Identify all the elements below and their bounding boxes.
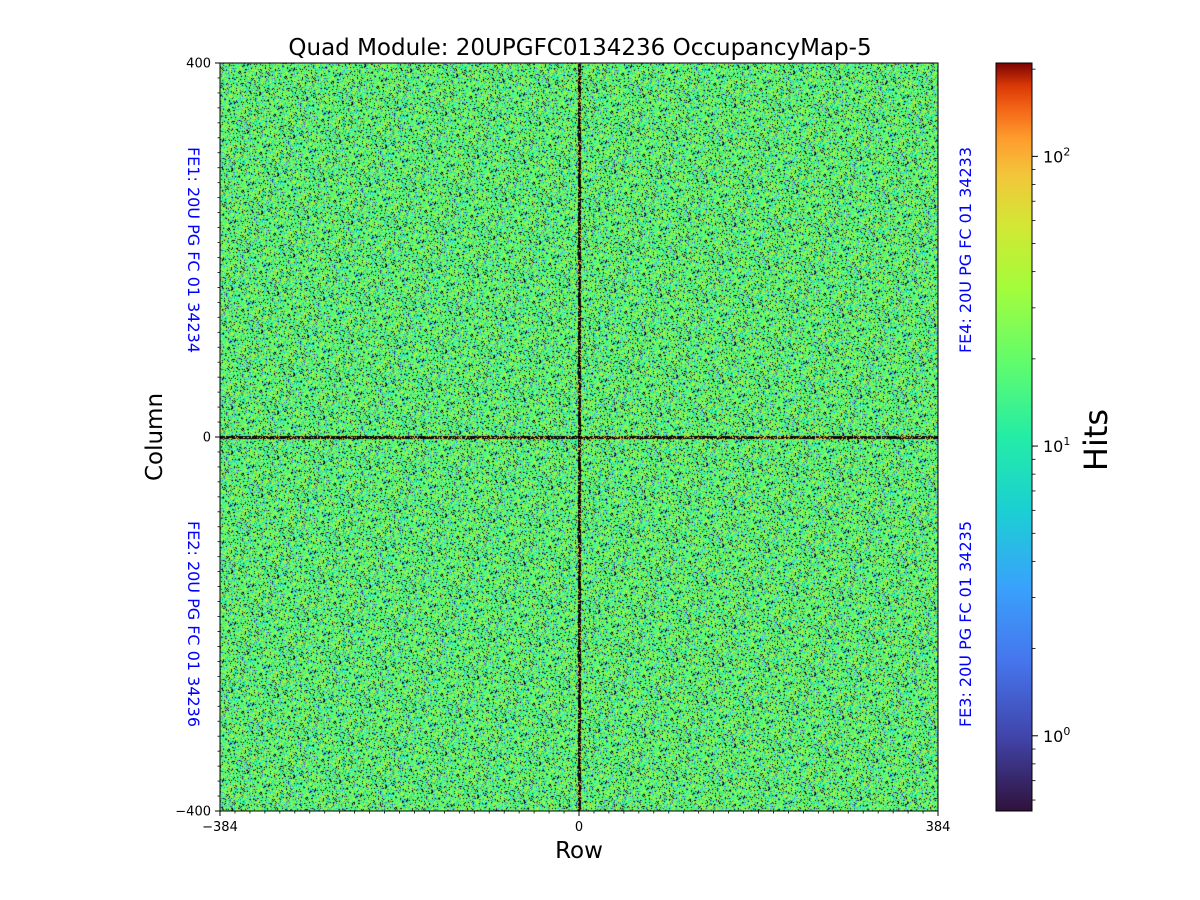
fe2-label: FE2: 20U PG FC 01 34236 xyxy=(184,521,203,727)
colorbar-tick-label: 101 xyxy=(1043,435,1070,456)
colorbar-gradient xyxy=(996,63,1032,811)
chart-title: Quad Module: 20UPGFC0134236 OccupancyMap… xyxy=(288,35,871,61)
colorbar: 100 101 102 Hits xyxy=(995,62,1115,812)
fe4-label: FE4: 20U PG FC 01 34233 xyxy=(956,147,975,353)
x-tick-label: 0 xyxy=(575,820,583,835)
colorbar-label: Hits xyxy=(1077,409,1115,471)
x-tick-label: 384 xyxy=(926,820,951,835)
colorbar-tick-label: 102 xyxy=(1043,145,1070,166)
x-axis-ticks: −384 0 384 xyxy=(202,811,950,835)
heatmap-image-container xyxy=(220,63,938,811)
fe1-label: FE1: 20U PG FC 01 34234 xyxy=(184,147,203,353)
y-axis-label: Column xyxy=(142,393,168,481)
y-axis-ticks: 400 0 −400 xyxy=(175,57,220,820)
y-tick-label: −400 xyxy=(175,805,211,820)
y-tick-label: 400 xyxy=(186,57,211,72)
colorbar-frame xyxy=(995,62,1033,812)
heatmap-canvas xyxy=(220,63,938,811)
x-axis-label: Row xyxy=(555,838,603,864)
colorbar-ticks: 100 101 102 xyxy=(1032,68,1070,801)
fe3-label: FE3: 20U PG FC 01 34235 xyxy=(956,521,975,727)
y-tick-label: 0 xyxy=(203,431,211,446)
heatmap-plot-area xyxy=(219,62,939,812)
colorbar-tick-label: 100 xyxy=(1043,725,1070,746)
x-tick-label: −384 xyxy=(202,820,238,835)
